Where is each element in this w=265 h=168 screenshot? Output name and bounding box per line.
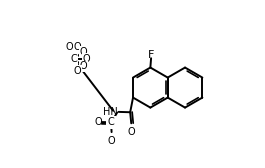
Text: HN: HN (103, 107, 118, 117)
Text: O: O (94, 117, 102, 127)
Text: C: C (70, 54, 77, 64)
Text: O: O (80, 61, 87, 71)
Text: O: O (108, 136, 115, 146)
Text: O: O (74, 42, 81, 52)
Text: F: F (148, 50, 154, 60)
Text: O: O (82, 54, 90, 64)
Text: O: O (66, 42, 73, 52)
Text: O: O (128, 128, 135, 137)
Text: O: O (74, 66, 81, 76)
Text: C: C (108, 117, 114, 127)
Text: O: O (80, 47, 87, 57)
